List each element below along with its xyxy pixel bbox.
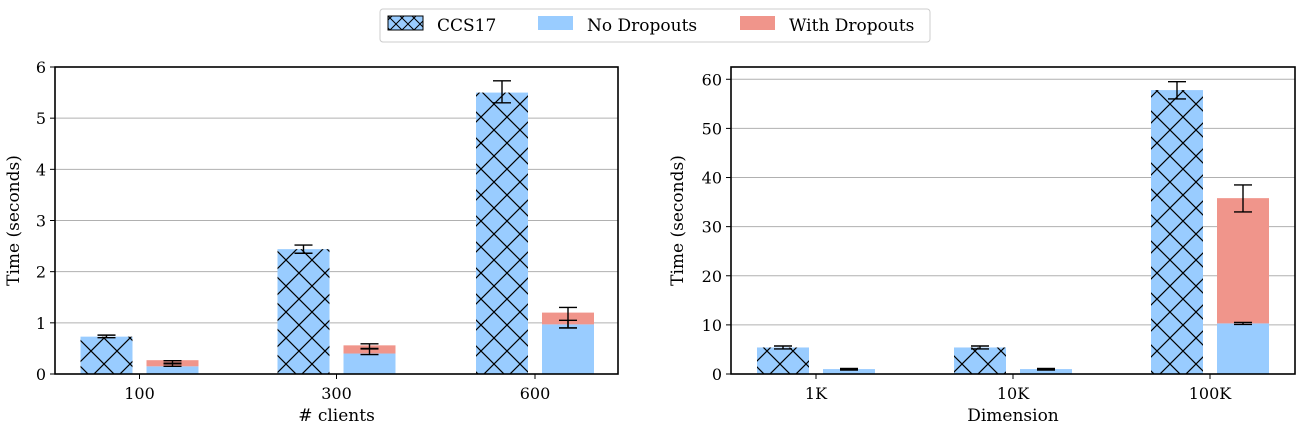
- error-bar-with-dropouts: [1234, 184, 1252, 213]
- x-tick-label: 10K: [997, 384, 1030, 403]
- y-tick-label: 4: [36, 160, 46, 179]
- error-bar-with-dropouts: [559, 306, 577, 329]
- legend-swatch-ccs17: [387, 15, 424, 31]
- bar-no-dropouts: [1020, 369, 1072, 374]
- y-tick-label: 20: [702, 267, 722, 286]
- error-bar-ccs17: [493, 80, 511, 104]
- y-tick-label: 50: [702, 119, 722, 138]
- error-bar-with-dropouts: [360, 343, 379, 350]
- error-bar-with-dropouts: [840, 367, 858, 371]
- legend-frame: [379, 8, 931, 43]
- y-axis-label: Time (seconds): [668, 155, 688, 286]
- bar-no-dropouts: [542, 324, 594, 374]
- y-axis-label: Time (seconds): [4, 155, 24, 286]
- error-bar-ccs17: [294, 244, 313, 254]
- error-bar-ccs17: [774, 345, 792, 350]
- error-bar-ccs17: [971, 345, 989, 350]
- x-tick-label: 300: [321, 384, 352, 403]
- error-bar-no-dropouts: [1234, 321, 1252, 326]
- legend-label-no-dropouts: No Dropouts: [587, 16, 697, 36]
- plot-frame: [54, 66, 619, 375]
- legend: CCS17 No Dropouts With Dropouts: [379, 8, 931, 43]
- y-tick-label: 0: [36, 365, 46, 384]
- bar-ccs17: [80, 336, 133, 374]
- y-tick-label: 30: [702, 218, 722, 237]
- bar-ccs17: [757, 347, 809, 374]
- y-tick-label: 10: [702, 316, 722, 335]
- bar-ccs17: [277, 249, 330, 374]
- chart-dimension: 0 10 20 30 40 50 60 1K 10K 100K Dimension Time (sec…: [668, 66, 1296, 426]
- legend-label-ccs17: CCS17: [437, 16, 496, 36]
- y-tick-label: 0: [712, 365, 722, 384]
- y-tick-label: 2: [36, 263, 46, 282]
- y-tick-label: 40: [702, 169, 722, 188]
- bar-no-dropouts: [1217, 323, 1269, 374]
- bar-ccs17: [1151, 90, 1203, 375]
- legend-swatch-with-dropouts: [740, 16, 775, 30]
- legend-label-with-dropouts: With Dropouts: [789, 16, 914, 36]
- y-tick-label: 6: [36, 58, 46, 77]
- plot-frame: [730, 66, 1296, 375]
- error-bar-with-dropouts: [163, 359, 182, 364]
- x-axis-label: # clients: [298, 406, 375, 426]
- bar-no-dropouts: [343, 353, 396, 374]
- error-bar-ccs17: [1168, 81, 1186, 100]
- x-axis-label: Dimension: [967, 406, 1059, 426]
- x-tick-label: 100: [124, 384, 155, 403]
- y-tick-label: 1: [36, 314, 46, 333]
- y-tick-label: 3: [36, 212, 46, 231]
- x-tick-label: 1K: [805, 384, 828, 403]
- y-tick-label: 60: [702, 70, 722, 89]
- x-tick-label: 100K: [1189, 384, 1233, 403]
- bar-no-dropouts: [146, 366, 199, 374]
- chart-clients: 0 1 2 3 4 5 6 100 300 600 # clients Time (seconds): [4, 58, 619, 426]
- bar-ccs17: [954, 347, 1006, 374]
- error-bar-ccs17: [97, 334, 116, 339]
- y-tick-label: 5: [36, 109, 46, 128]
- legend-swatch-no-dropouts: [538, 16, 573, 30]
- bar-with-dropouts: [1217, 198, 1269, 324]
- error-bar-with-dropouts: [1037, 367, 1055, 371]
- bar-no-dropouts: [823, 369, 875, 374]
- bar-ccs17: [476, 92, 528, 374]
- x-tick-label: 600: [520, 384, 551, 403]
